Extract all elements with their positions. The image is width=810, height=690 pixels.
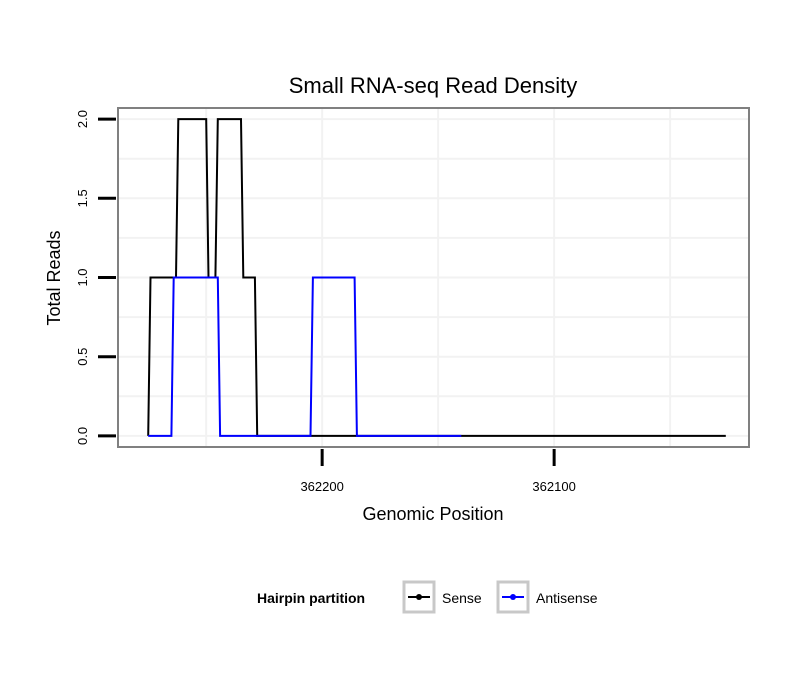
plot-border [117,107,750,448]
legend: Hairpin partition Sense Antisense [257,580,598,614]
y-axis-title: Total Reads [44,230,64,325]
plot-area: 0.0 0.5 1.0 1.5 2.0 362200 362100 [75,107,750,494]
legend-key-sense-dot [416,594,422,600]
legend-title: Hairpin partition [257,590,365,606]
y-tick-label: 1.0 [75,268,90,286]
legend-label-sense: Sense [442,590,482,606]
x-tick-label: 362100 [532,479,575,494]
chart-title: Small RNA-seq Read Density [289,73,578,98]
x-tick-label: 362200 [300,479,343,494]
legend-label-antisense: Antisense [536,590,598,606]
x-axis-title: Genomic Position [362,504,503,524]
y-tick-label: 2.0 [75,110,90,128]
y-tick-label: 0.0 [75,427,90,445]
legend-key-antisense-dot [510,594,516,600]
y-tick-label: 1.5 [75,189,90,207]
y-tick-label: 0.5 [75,348,90,366]
series-line-antisense [148,276,462,437]
